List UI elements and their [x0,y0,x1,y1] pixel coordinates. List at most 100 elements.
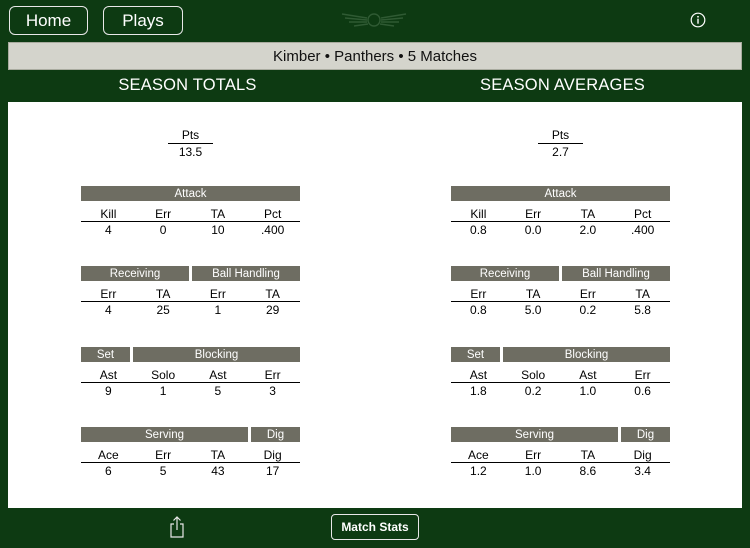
stat-value: 9 [105,384,112,398]
info-icon[interactable] [690,12,706,28]
stat-value: 3.4 [634,464,651,478]
match-stats-button[interactable]: Match Stats [331,514,419,540]
stat-label: Err [634,368,651,382]
stat-value: 0.2 [524,384,542,398]
points-label: Pts [538,128,583,144]
set-blocking-group: Set Blocking Ast Solo Ast Err 1.8 0.2 1.… [451,347,670,398]
stat-value: .400 [260,223,285,237]
stat-value: 3 [269,384,276,398]
season-averages-heading: SEASON AVERAGES [479,76,645,94]
set-header: Set [81,347,130,362]
points-stat: Pts 13.5 [168,128,213,159]
stat-value: 5.8 [634,303,651,317]
receiving-ball-handling-group: Receiving Ball Handling Err TA Err TA 4 … [81,266,300,317]
season-totals-heading: SEASON TOTALS [118,76,257,94]
stat-value: 4 [105,303,112,317]
ball-handling-header: Ball Handling [562,266,670,281]
stat-label: Dig [633,448,652,462]
stat-label: Err [525,448,542,462]
ball-handling-header: Ball Handling [192,266,300,281]
stat-label: Err [209,287,226,301]
stat-label: Ast [209,368,227,382]
stat-label: Err [525,207,542,221]
home-button[interactable]: Home [9,6,88,35]
wings-emblem-icon [341,13,407,27]
stat-label: Kill [100,207,117,221]
stat-value: 0 [159,223,167,237]
points-stat: Pts 2.7 [538,128,583,159]
stat-value: 0.8 [470,303,487,317]
stat-label: Err [264,368,281,382]
receiving-ball-handling-group: Receiving Ball Handling Err TA Err TA 0.… [451,266,670,317]
stat-label: Pct [263,207,282,221]
stat-value: 1.0 [579,384,597,398]
blocking-header: Blocking [503,347,670,362]
stat-label: Ast [579,368,597,382]
points-value: 2.7 [552,145,569,159]
stat-label: Err [470,287,487,301]
plays-button[interactable]: Plays [103,6,183,35]
stat-label: Err [155,448,172,462]
top-bar: Home Plays [0,0,750,40]
points-label: Pts [168,128,213,144]
stat-value: .400 [630,223,655,237]
stat-label: Err [579,287,596,301]
attack-header: Attack [81,186,300,201]
stat-label: TA [580,207,596,221]
serving-header: Serving [451,427,618,442]
season-averages-column: Pts 2.7 Attack Kill Err TA Pct 0.8 0.0 2… [375,102,742,508]
stat-label: TA [635,287,650,301]
stat-label: Ast [99,368,118,382]
stat-label: TA [210,207,226,221]
stat-value: 25 [156,303,170,317]
stat-label: TA [265,287,280,301]
attack-group: Attack Kill Err TA Pct 4 0 10 .400 [81,186,300,237]
stat-value: 1.8 [470,384,487,398]
dig-header: Dig [621,427,670,442]
season-totals-column: Pts 13.5 Attack Kill Err TA Pct 4 0 10 .… [8,102,375,508]
stat-value: 5 [214,384,222,398]
stat-value: 5.0 [524,303,542,317]
stat-value: 4 [105,223,112,237]
stat-value: 8.6 [579,464,597,478]
stat-value: 0.2 [579,303,597,317]
stat-value: 0.8 [470,223,487,237]
stat-value: 2.0 [579,223,597,237]
stat-value: 1.2 [470,464,487,478]
stat-label: Ace [98,448,119,462]
stat-value: 29 [265,303,280,317]
stat-value: 10 [211,223,225,237]
serving-dig-group: Serving Dig Ace Err TA Dig 1.2 1.0 8.6 3… [451,427,670,478]
receiving-header: Receiving [451,266,559,281]
stat-value: 43 [211,464,225,478]
share-icon[interactable] [169,516,185,538]
stat-label: TA [155,287,171,301]
stat-label: TA [210,448,226,462]
set-blocking-group: Set Blocking Ast Solo Ast Err 9 1 5 3 [81,347,300,398]
stat-label: Solo [521,368,546,382]
stat-label: Err [100,287,117,301]
stat-label: Kill [470,207,487,221]
stat-label: Ast [469,368,488,382]
blocking-header: Blocking [133,347,300,362]
attack-header: Attack [451,186,670,201]
attack-group: Attack Kill Err TA Pct 0.8 0.0 2.0 .400 [451,186,670,237]
stat-value: 6 [105,464,112,478]
stat-label: Dig [263,448,282,462]
points-value: 13.5 [178,145,203,159]
stat-value: 1.0 [524,464,542,478]
stat-label: TA [580,448,596,462]
serving-header: Serving [81,427,248,442]
stat-value: 0.0 [524,223,542,237]
set-header: Set [451,347,500,362]
page-title: Kimber • Panthers • 5 Matches [8,42,742,70]
stat-value: 1 [159,384,167,398]
stat-label: Err [155,207,172,221]
stat-value: 0.6 [634,384,651,398]
dig-header: Dig [251,427,300,442]
stat-label: Ace [468,448,489,462]
stats-panel: Pts 13.5 Attack Kill Err TA Pct 4 0 10 .… [8,102,742,508]
stat-value: 5 [159,464,167,478]
stat-label: TA [525,287,541,301]
receiving-header: Receiving [81,266,189,281]
